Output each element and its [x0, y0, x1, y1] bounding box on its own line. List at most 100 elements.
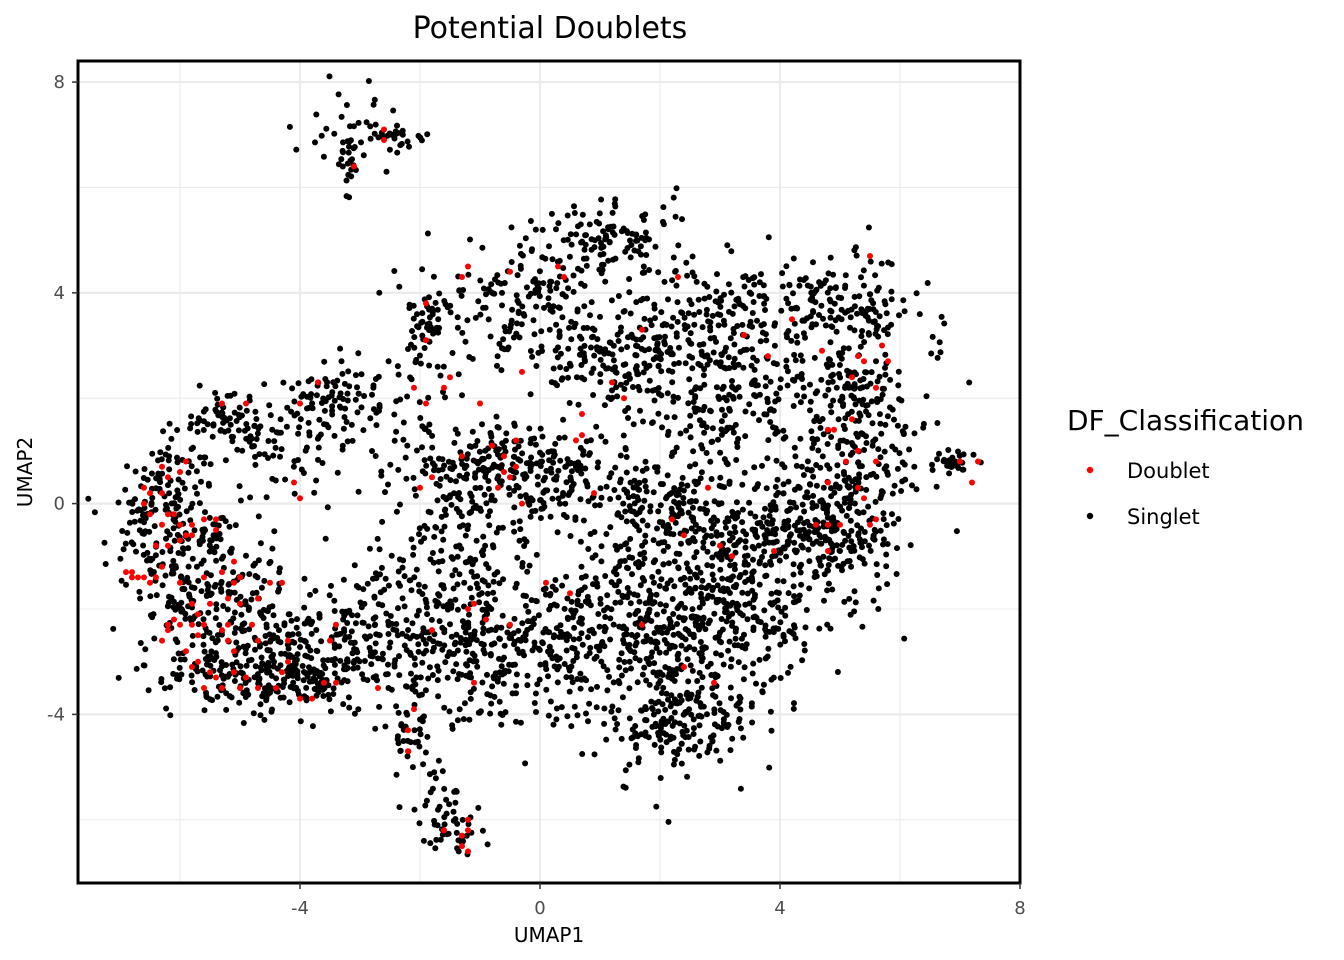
singlet-point [797, 515, 804, 522]
singlet-point [502, 709, 509, 716]
singlet-point [683, 560, 690, 567]
singlet-point [730, 583, 737, 590]
singlet-point [293, 146, 300, 153]
singlet-point [647, 317, 654, 324]
singlet-point [711, 710, 718, 716]
singlet-point [411, 727, 418, 734]
singlet-point [141, 466, 148, 472]
singlet-point [580, 448, 587, 455]
singlet-point [480, 647, 487, 653]
singlet-point [435, 568, 442, 575]
singlet-point [294, 410, 301, 417]
singlet-point [810, 492, 817, 499]
singlet-point [891, 416, 897, 423]
singlet-point [894, 422, 901, 429]
singlet-point [196, 382, 203, 389]
singlet-point [237, 663, 244, 670]
singlet-point [393, 508, 400, 515]
singlet-point [868, 369, 875, 376]
singlet-point [660, 522, 667, 529]
singlet-point [464, 317, 471, 324]
singlet-point [880, 536, 887, 543]
singlet-point [687, 340, 694, 346]
singlet-point [120, 546, 127, 553]
singlet-point [724, 515, 731, 522]
singlet-point [597, 600, 604, 607]
singlet-point [799, 657, 806, 664]
singlet-point [457, 635, 464, 641]
singlet-point [260, 615, 267, 621]
singlet-point [400, 419, 407, 426]
singlet-point [710, 349, 717, 356]
singlet-point [829, 586, 836, 593]
singlet-point [691, 311, 698, 318]
doublet-point [333, 679, 339, 686]
singlet-point [727, 747, 734, 754]
singlet-point [673, 282, 680, 289]
singlet-point [232, 522, 239, 529]
singlet-point [452, 596, 459, 603]
singlet-point [292, 661, 299, 667]
singlet-point [638, 345, 645, 352]
singlet-point [291, 458, 298, 465]
singlet-point [176, 511, 183, 518]
singlet-point [283, 423, 290, 430]
singlet-point [404, 737, 411, 744]
singlet-point [679, 216, 685, 223]
singlet-point [805, 546, 812, 553]
singlet-point [860, 267, 867, 274]
singlet-point [875, 333, 882, 340]
singlet-point [465, 673, 472, 680]
singlet-point [218, 663, 225, 670]
doublet-point [513, 437, 519, 444]
singlet-point [821, 571, 828, 578]
singlet-point [550, 721, 557, 728]
singlet-point [297, 718, 304, 725]
singlet-point [955, 465, 962, 471]
singlet-point [549, 256, 556, 263]
doublet-point [159, 490, 165, 497]
singlet-point [790, 571, 797, 578]
singlet-point [441, 523, 448, 530]
singlet-point [367, 135, 374, 142]
singlet-point [278, 650, 285, 657]
singlet-point [238, 611, 245, 618]
singlet-point [632, 634, 639, 640]
singlet-point [651, 660, 658, 667]
doublet-point [135, 574, 141, 581]
singlet-point [170, 516, 177, 523]
doublet-point [441, 384, 447, 391]
singlet-point [603, 531, 610, 537]
singlet-point [673, 185, 680, 192]
singlet-point [792, 357, 799, 364]
singlet-point [370, 101, 377, 108]
singlet-point [454, 324, 461, 331]
singlet-point [937, 349, 944, 356]
singlet-point [546, 283, 553, 290]
singlet-point [747, 510, 754, 517]
singlet-point [647, 503, 654, 510]
singlet-point [185, 545, 192, 552]
singlet-point [847, 611, 854, 618]
singlet-point [709, 593, 716, 600]
singlet-point [782, 612, 789, 619]
singlet-point [213, 557, 220, 564]
singlet-point [863, 440, 870, 446]
singlet-point [253, 436, 260, 442]
singlet-point [669, 277, 676, 284]
singlet-point [622, 445, 629, 451]
singlet-point [791, 522, 798, 529]
singlet-point [792, 598, 799, 605]
singlet-point [767, 507, 774, 514]
singlet-point [624, 585, 631, 591]
singlet-point [818, 302, 825, 309]
singlet-point [378, 472, 385, 479]
singlet-point [493, 413, 500, 420]
singlet-point [731, 303, 738, 310]
singlet-point [240, 720, 247, 726]
singlet-point [516, 242, 523, 249]
singlet-point [459, 329, 466, 336]
singlet-point [561, 661, 568, 667]
singlet-point [395, 709, 402, 716]
